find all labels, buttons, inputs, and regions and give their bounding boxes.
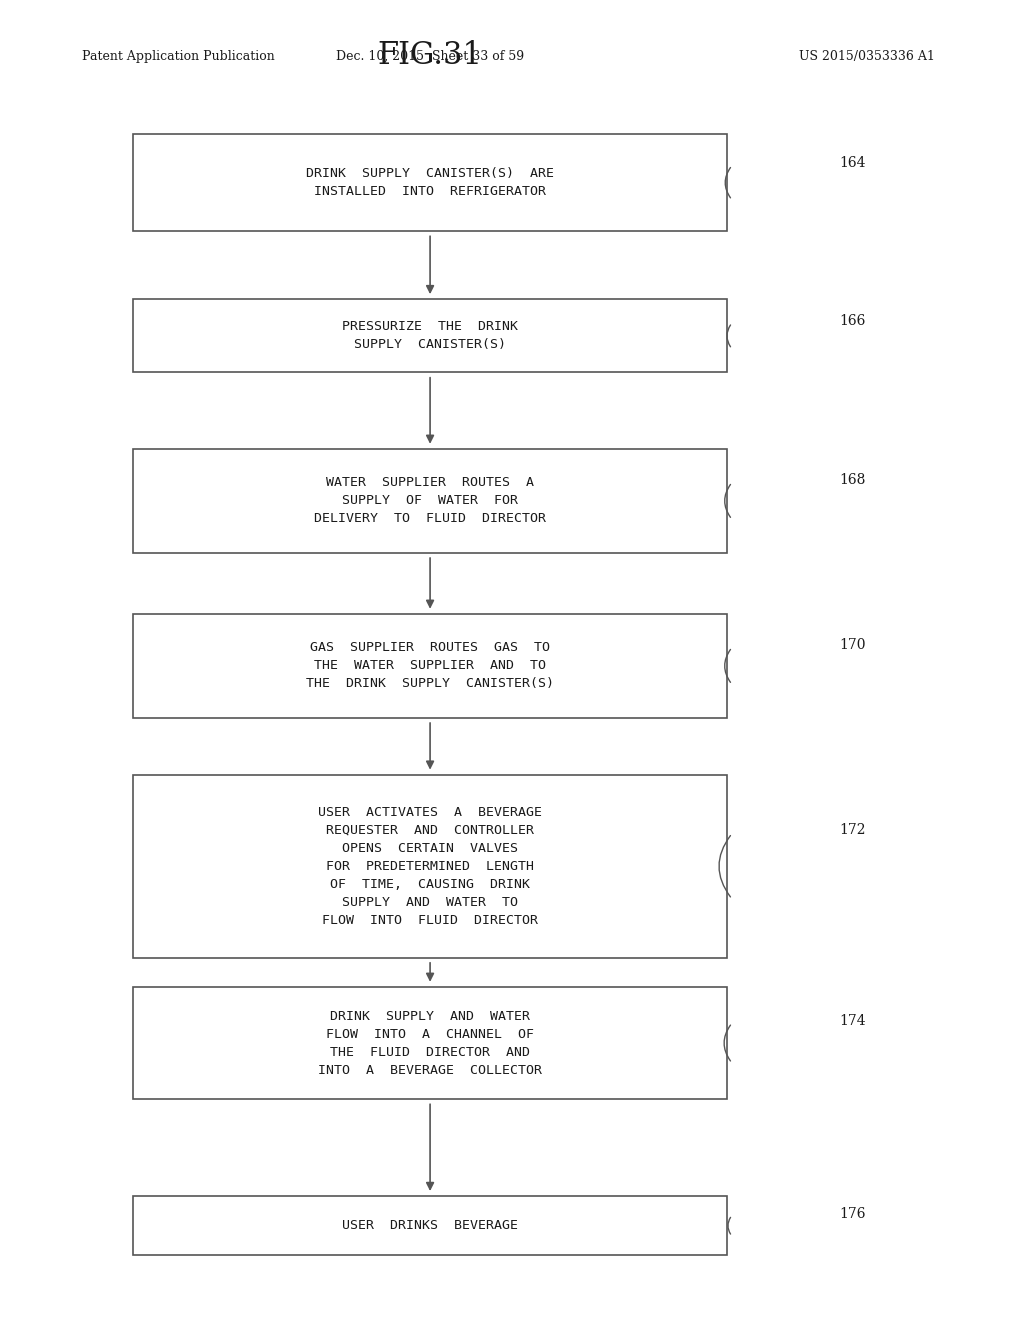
Text: DRINK  SUPPLY  AND  WATER
FLOW  INTO  A  CHANNEL  OF
THE  FLUID  DIRECTOR  AND
I: DRINK SUPPLY AND WATER FLOW INTO A CHANN… bbox=[318, 1010, 542, 1077]
FancyBboxPatch shape bbox=[133, 614, 727, 718]
Text: Patent Application Publication: Patent Application Publication bbox=[82, 50, 274, 63]
Text: 174: 174 bbox=[840, 1014, 866, 1028]
FancyBboxPatch shape bbox=[133, 300, 727, 372]
Text: PRESSURIZE  THE  DRINK
SUPPLY  CANISTER(S): PRESSURIZE THE DRINK SUPPLY CANISTER(S) bbox=[342, 321, 518, 351]
FancyBboxPatch shape bbox=[133, 775, 727, 957]
Text: US 2015/0353336 A1: US 2015/0353336 A1 bbox=[799, 50, 935, 63]
Text: 166: 166 bbox=[840, 314, 866, 329]
Text: 176: 176 bbox=[840, 1206, 866, 1221]
Text: Dec. 10, 2015  Sheet 33 of 59: Dec. 10, 2015 Sheet 33 of 59 bbox=[336, 50, 524, 63]
Text: 168: 168 bbox=[840, 473, 866, 487]
Text: USER  ACTIVATES  A  BEVERAGE
REQUESTER  AND  CONTROLLER
OPENS  CERTAIN  VALVES
F: USER ACTIVATES A BEVERAGE REQUESTER AND … bbox=[318, 805, 542, 927]
Text: USER  DRINKS  BEVERAGE: USER DRINKS BEVERAGE bbox=[342, 1220, 518, 1232]
Text: GAS  SUPPLIER  ROUTES  GAS  TO
THE  WATER  SUPPLIER  AND  TO
THE  DRINK  SUPPLY : GAS SUPPLIER ROUTES GAS TO THE WATER SUP… bbox=[306, 642, 554, 690]
Text: FIG.31: FIG.31 bbox=[378, 40, 482, 70]
Text: DRINK  SUPPLY  CANISTER(S)  ARE
INSTALLED  INTO  REFRIGERATOR: DRINK SUPPLY CANISTER(S) ARE INSTALLED I… bbox=[306, 168, 554, 198]
FancyBboxPatch shape bbox=[133, 987, 727, 1100]
FancyBboxPatch shape bbox=[133, 449, 727, 553]
FancyBboxPatch shape bbox=[133, 135, 727, 231]
FancyBboxPatch shape bbox=[133, 1196, 727, 1255]
Text: 170: 170 bbox=[840, 638, 866, 652]
Text: 172: 172 bbox=[840, 822, 866, 837]
Text: WATER  SUPPLIER  ROUTES  A
SUPPLY  OF  WATER  FOR
DELIVERY  TO  FLUID  DIRECTOR: WATER SUPPLIER ROUTES A SUPPLY OF WATER … bbox=[314, 477, 546, 525]
Text: 164: 164 bbox=[840, 156, 866, 170]
